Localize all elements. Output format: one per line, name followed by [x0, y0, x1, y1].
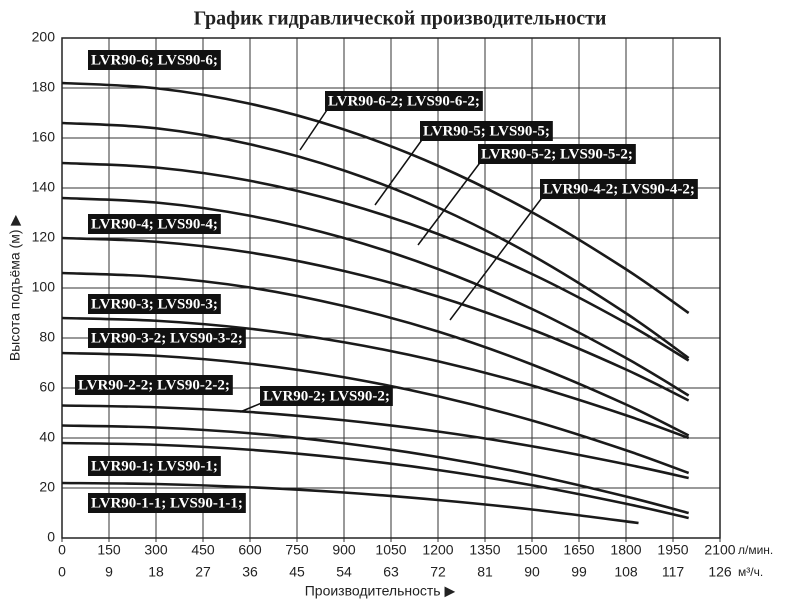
- label-box: [88, 214, 221, 234]
- curve: [61, 271, 690, 437]
- x-tick-label: 1650: [563, 542, 594, 558]
- x2-tick-label: 126: [708, 564, 732, 580]
- legend-label: LVR90-4; LVS90-4;: [91, 216, 218, 232]
- x2-tick-label: 36: [242, 564, 258, 580]
- x2-tick-label: 72: [430, 564, 446, 580]
- legend-label: LVR90-3; LVS90-3;: [91, 296, 218, 312]
- x-unit: л/мин.: [738, 543, 773, 557]
- x-tick-label: 1950: [657, 542, 688, 558]
- label-box: [88, 294, 221, 314]
- x-tick-label: 300: [144, 542, 168, 558]
- y-tick-label: 20: [39, 479, 55, 495]
- curve: [61, 236, 690, 402]
- y-tick-label: 0: [47, 529, 55, 545]
- leader-line: [374, 136, 425, 206]
- label-box: [88, 50, 221, 70]
- leader-line: [417, 159, 483, 246]
- x2-tick-label: 54: [336, 564, 352, 580]
- y-tick-label: 60: [39, 379, 55, 395]
- x-tick-label: 750: [285, 542, 309, 558]
- legend-label: LVR90-2-2; LVS90-2-2;: [78, 377, 230, 393]
- legend-label: LVR90-5-2; LVS90-5-2;: [481, 146, 633, 162]
- legend-label: LVR90-6; LVS90-6;: [91, 52, 218, 68]
- x-axis-label: Производительность ▶: [305, 583, 456, 599]
- x2-tick-label: 9: [105, 564, 113, 580]
- label-box: [75, 375, 233, 395]
- legend-label: LVR90-2; LVS90-2;: [263, 388, 390, 404]
- curve: [61, 196, 690, 397]
- y-tick-label: 180: [32, 79, 56, 95]
- label-box: [478, 144, 636, 164]
- curve: [61, 316, 690, 440]
- legend-label: LVR90-6-2; LVS90-6-2;: [328, 93, 480, 109]
- x2-tick-label: 81: [477, 564, 493, 580]
- x-tick-label: 1800: [610, 542, 641, 558]
- x-tick-label: 0: [58, 542, 66, 558]
- legend-label: LVR90-3-2; LVS90-3-2;: [91, 330, 243, 346]
- label-box: [325, 91, 483, 111]
- x2-tick-label: 99: [571, 564, 587, 580]
- curve: [61, 81, 690, 315]
- legend-label: LVR90-1; LVS90-1;: [91, 458, 218, 474]
- curve: [61, 404, 689, 480]
- chart-title: График гидравлической производительности: [194, 8, 607, 30]
- legend-label: LVR90-1-1; LVS90-1-1;: [91, 495, 243, 511]
- x-tick-label: 600: [238, 542, 262, 558]
- x-tick-label: 1350: [469, 542, 500, 558]
- x-tick-label: 1200: [422, 542, 453, 558]
- plot-frame: [61, 37, 721, 539]
- label-box: [88, 456, 221, 476]
- x2-tick-label: 117: [662, 564, 685, 580]
- x-tick-label: 450: [191, 542, 215, 558]
- curve: [61, 441, 689, 520]
- x-tick-label: 1050: [375, 542, 406, 558]
- y-tick-label: 120: [32, 229, 56, 245]
- x-tick-label: 900: [332, 542, 356, 558]
- label-box: [420, 121, 553, 141]
- leader-line: [299, 106, 330, 151]
- x-tick-label: 1500: [516, 542, 547, 558]
- x2-tick-label: 108: [614, 564, 638, 580]
- legend-label: LVR90-5; LVS90-5;: [423, 123, 550, 139]
- leader-line: [449, 194, 545, 321]
- x2-tick-label: 90: [524, 564, 540, 580]
- y-tick-label: 160: [32, 129, 56, 145]
- label-box: [88, 328, 246, 348]
- x-tick-label: 2100: [704, 542, 735, 558]
- y-tick-label: 100: [32, 279, 56, 295]
- curve: [61, 121, 690, 360]
- x2-unit: м³/ч.: [738, 565, 763, 579]
- x2-tick-label: 0: [58, 564, 66, 580]
- x2-tick-label: 63: [383, 564, 399, 580]
- legend-label: LVR90-4-2; LVS90-4-2;: [543, 181, 695, 197]
- label-box: [260, 386, 393, 406]
- curve: [61, 161, 690, 362]
- y-tick-label: 200: [32, 29, 56, 45]
- label-box: [88, 493, 246, 513]
- label-box: [540, 179, 698, 199]
- x2-tick-label: 18: [148, 564, 164, 580]
- curve: [61, 351, 690, 475]
- x2-tick-label: 27: [195, 564, 211, 580]
- y-tick-label: 80: [39, 329, 55, 345]
- x2-tick-label: 45: [289, 564, 305, 580]
- y-tick-label: 140: [32, 179, 56, 195]
- curve: [61, 481, 639, 525]
- y-axis-label: Высота подъёма (м) ▶: [7, 215, 23, 362]
- curve: [61, 424, 689, 515]
- x-tick-label: 150: [97, 542, 121, 558]
- y-tick-label: 40: [39, 429, 55, 445]
